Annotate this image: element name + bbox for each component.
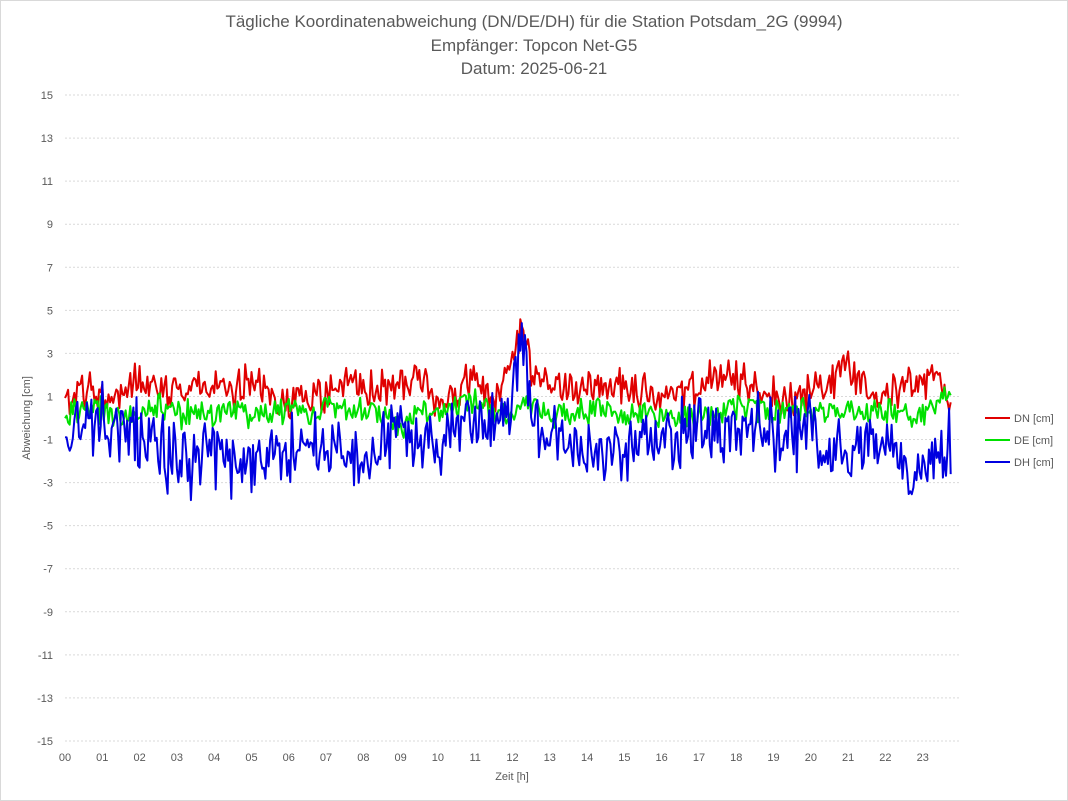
series-lines — [64, 318, 952, 502]
x-tick-label: 07 — [320, 752, 332, 764]
x-axis-title: Zeit [h] — [495, 771, 529, 783]
x-tick-label: 00 — [59, 752, 71, 764]
x-tick-label: 23 — [917, 752, 929, 764]
x-tick-label: 19 — [767, 752, 779, 764]
y-tick-label: 5 — [47, 305, 53, 317]
legend-label: DH [cm] — [1014, 457, 1054, 469]
y-tick-label: -15 — [37, 736, 53, 748]
x-tick-label: 04 — [208, 752, 220, 764]
y-tick-label: 1 — [47, 391, 53, 403]
y-axis-title: Abweichung [cm] — [21, 376, 33, 460]
x-tick-label: 05 — [245, 752, 257, 764]
y-tick-label: -13 — [37, 693, 53, 705]
x-tick-label: 22 — [879, 752, 891, 764]
x-axis-ticks: 00 01 02 03 04 05 06 07 08 09 10 11 12 13 14 15 16 17 18 19… — [59, 752, 929, 764]
gridlines — [65, 94, 960, 742]
x-tick-label: 16 — [656, 752, 668, 764]
x-tick-label: 11 — [469, 752, 480, 764]
x-tick-label: 03 — [171, 752, 183, 764]
x-tick-label: 18 — [730, 752, 742, 764]
series-line-dh — [64, 322, 952, 502]
chart-subtitle-receiver: Empfänger: Topcon Net-G5 — [430, 36, 638, 55]
y-tick-label: -7 — [43, 564, 53, 576]
legend-label: DE [cm] — [1014, 435, 1053, 447]
y-axis-ticks: 15 13 11 9 7 5 3 1 -1 -3 -5 -7 -9 -11 -13 -15 — [37, 90, 53, 748]
legend-label: DN [cm] — [1014, 413, 1054, 425]
y-tick-label: 9 — [47, 219, 53, 231]
y-tick-label: -1 — [43, 435, 53, 447]
x-tick-label: 01 — [96, 752, 108, 764]
x-tick-label: 20 — [805, 752, 817, 764]
y-tick-label: -5 — [43, 521, 53, 533]
x-tick-label: 14 — [581, 752, 593, 764]
chart-subtitle-date: Datum: 2025-06-21 — [460, 59, 608, 78]
y-tick-label: 3 — [47, 348, 53, 360]
legend: DN [cm] DE [cm] DH [cm] — [985, 413, 1054, 469]
x-tick-label: 13 — [544, 752, 556, 764]
series-line-dn — [64, 318, 952, 420]
x-tick-label: 02 — [133, 752, 145, 764]
x-tick-label: 10 — [432, 752, 444, 764]
x-tick-label: 17 — [693, 752, 705, 764]
y-tick-label: 11 — [42, 176, 53, 188]
x-tick-label: 12 — [506, 752, 518, 764]
y-tick-label: -9 — [43, 607, 53, 619]
y-tick-label: 7 — [47, 262, 53, 274]
x-tick-label: 06 — [283, 752, 295, 764]
x-tick-label: 08 — [357, 752, 369, 764]
y-tick-label: 13 — [41, 133, 53, 145]
x-tick-label: 15 — [618, 752, 630, 764]
y-tick-label: -11 — [38, 650, 53, 662]
y-tick-label: -3 — [43, 478, 53, 490]
y-tick-label: 15 — [41, 90, 53, 102]
x-tick-label: 09 — [395, 752, 407, 764]
chart-title: Tägliche Koordinatenabweichung (DN/DE/DH… — [225, 12, 843, 31]
x-tick-label: 21 — [842, 752, 854, 764]
